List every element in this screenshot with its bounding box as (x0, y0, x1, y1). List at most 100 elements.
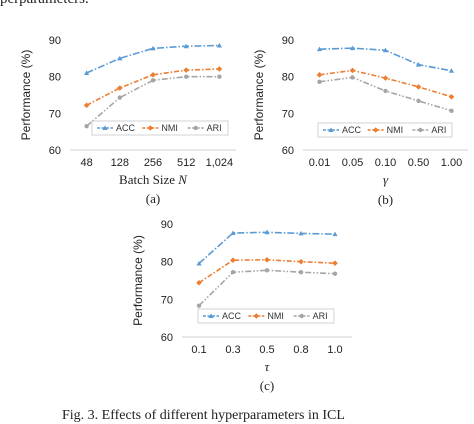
data-point-acc (332, 232, 337, 237)
data-point-ari (299, 270, 303, 274)
legend-label-nmi: NMI (387, 125, 404, 135)
x-tick-label: 0.3 (225, 344, 240, 356)
data-point-ari (184, 74, 188, 78)
x-tick-label: 1.00 (441, 157, 462, 169)
x-tick-label: 0.1 (191, 344, 206, 356)
data-point-ari (84, 124, 88, 128)
x-tick-label: 0.50 (408, 157, 429, 169)
y-tick-label: 90 (161, 219, 173, 231)
data-point-ari (265, 268, 269, 272)
x-tick-label: 0.8 (293, 344, 308, 356)
legend: ACC NMI ARI (198, 309, 334, 323)
legend-label-acc: ACC (222, 311, 242, 321)
chart-tau: 60 70 80 90 0.1 0.3 0.5 0.8 1.0 Performance (%) τ (… (118, 208, 368, 396)
series-line-ari (87, 77, 220, 127)
data-point-nmi (350, 68, 356, 74)
legend-label-ari: ARI (207, 123, 222, 133)
data-point-nmi (117, 85, 123, 91)
y-tick-label: 80 (161, 257, 173, 269)
data-point-ari (118, 95, 122, 99)
data-point-ari (197, 304, 201, 308)
legend-label-nmi: NMI (161, 123, 178, 133)
y-tick-label: 70 (282, 108, 294, 120)
x-tick-label: 0.01 (309, 157, 330, 169)
chart-gamma: 60 70 80 90 0.01 0.05 0.10 0.50 1.00 Performance … (244, 22, 472, 212)
figure-caption-fragment: Fig. 3. Effects of different hyperparame… (62, 408, 345, 424)
data-point-ari (383, 89, 387, 93)
data-point-acc (217, 43, 222, 48)
x-tick-label: 0.05 (342, 157, 363, 169)
data-point-nmi (332, 260, 338, 266)
series-acc (317, 45, 454, 72)
legend-marker-ari (418, 128, 422, 132)
series-line-ari (199, 270, 335, 305)
x-axis-label-variable: γ (383, 172, 389, 187)
data-point-ari (416, 99, 420, 103)
x-tick-label: 1,024 (206, 157, 234, 169)
y-tick-label: 90 (282, 35, 294, 47)
data-point-nmi (230, 257, 236, 263)
y-axis-label: Performance (%) (252, 50, 266, 141)
y-tick-label: 70 (49, 108, 61, 120)
data-point-nmi (217, 66, 223, 72)
y-tick-label: 80 (282, 72, 294, 84)
data-point-ari (317, 80, 321, 84)
data-point-acc (449, 68, 454, 73)
data-point-ari (449, 109, 453, 113)
legend-label-ari: ARI (313, 311, 328, 321)
data-point-ari (217, 74, 221, 78)
data-point-nmi (84, 102, 90, 108)
legend-label-ari: ARI (431, 125, 446, 135)
series-acc (84, 43, 222, 75)
legend-label-acc: ACC (116, 123, 136, 133)
x-tick-label: 1.0 (327, 344, 342, 356)
y-axis-label: Performance (%) (131, 235, 145, 326)
data-point-ari (151, 78, 155, 82)
x-tick-label: 256 (144, 157, 162, 169)
x-axis-label: γ (383, 172, 389, 187)
series-line-ari (320, 77, 452, 110)
data-point-nmi (150, 72, 156, 78)
data-point-nmi (183, 67, 189, 73)
data-point-ari (350, 75, 354, 79)
series-nmi (317, 68, 455, 100)
x-tick-label: 128 (111, 157, 129, 169)
x-axis-label: Batch Size N (119, 172, 188, 187)
legend-label-nmi: NMI (267, 311, 284, 321)
x-tick-label: 512 (177, 157, 195, 169)
y-tick-label: 60 (49, 145, 61, 157)
subfigure-caption: (c) (260, 378, 274, 393)
x-axis-label-variable: N (177, 172, 188, 187)
subfigure-caption: (a) (146, 191, 160, 206)
legend: ACC NMI ARI (92, 121, 228, 135)
series-ari (84, 74, 221, 128)
chart-batch-size: 60 70 80 90 48 128 256 512 1,024 Performance (%) B… (0, 22, 240, 212)
y-tick-label: 60 (161, 332, 173, 344)
y-axis-label: Performance (%) (19, 50, 33, 141)
data-point-ari (333, 272, 337, 276)
data-point-nmi (264, 257, 270, 263)
data-point-nmi (383, 75, 389, 81)
x-tick-label: 0.5 (259, 344, 274, 356)
y-tick-label: 60 (282, 145, 294, 157)
series-ari (197, 268, 337, 308)
y-tick-label: 70 (161, 294, 173, 306)
x-tick-label: 48 (80, 157, 92, 169)
data-point-nmi (317, 72, 323, 78)
x-axis-label-variable: τ (265, 359, 271, 374)
legend-marker-ari (193, 126, 197, 130)
legend-label-acc: ACC (342, 125, 362, 135)
y-tick-label: 90 (49, 35, 61, 47)
y-tick-label: 80 (49, 72, 61, 84)
legend-marker-ari (299, 314, 303, 318)
data-point-nmi (449, 94, 455, 100)
top-text-fragment: perparameters. (0, 0, 89, 8)
data-point-ari (231, 270, 235, 274)
x-tick-label: 0.10 (375, 157, 396, 169)
legend: ACC NMI ARI (318, 123, 452, 137)
series-nmi (84, 66, 222, 108)
data-point-nmi (298, 259, 304, 265)
subfigure-caption: (b) (378, 192, 393, 207)
x-axis-label-text: Batch Size (119, 172, 178, 187)
x-axis-label: τ (265, 359, 271, 374)
